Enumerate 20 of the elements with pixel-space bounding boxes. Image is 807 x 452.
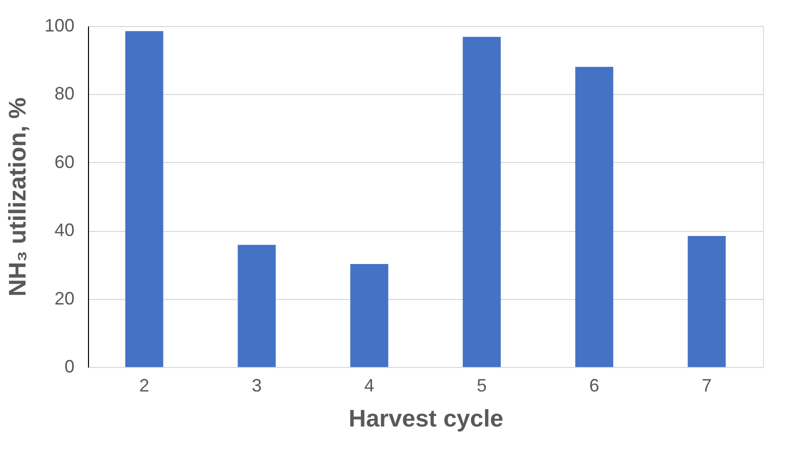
x-tick-label: 4 — [364, 376, 374, 396]
x-axis-title: Harvest cycle — [348, 406, 504, 432]
bar — [462, 36, 501, 367]
x-tick-label: 6 — [589, 376, 600, 396]
bar — [575, 66, 614, 367]
y-tick-label: 100 — [44, 16, 74, 36]
bar — [688, 236, 726, 367]
x-tick-label: 3 — [252, 376, 262, 396]
x-tick-label: 5 — [476, 376, 487, 396]
y-tick-label: 60 — [54, 152, 74, 172]
y-tick-label: 80 — [54, 84, 74, 104]
x-tick-label: 2 — [139, 376, 150, 396]
bar — [238, 244, 276, 367]
y-tick-label: 40 — [54, 220, 74, 240]
y-tick-label: 20 — [54, 288, 74, 308]
y-axis-title: NH₃ utilization, % — [4, 97, 32, 297]
x-tick-label: 7 — [702, 376, 712, 396]
y-tick-label: 0 — [64, 356, 74, 376]
bar — [125, 31, 164, 367]
bar — [350, 264, 388, 367]
